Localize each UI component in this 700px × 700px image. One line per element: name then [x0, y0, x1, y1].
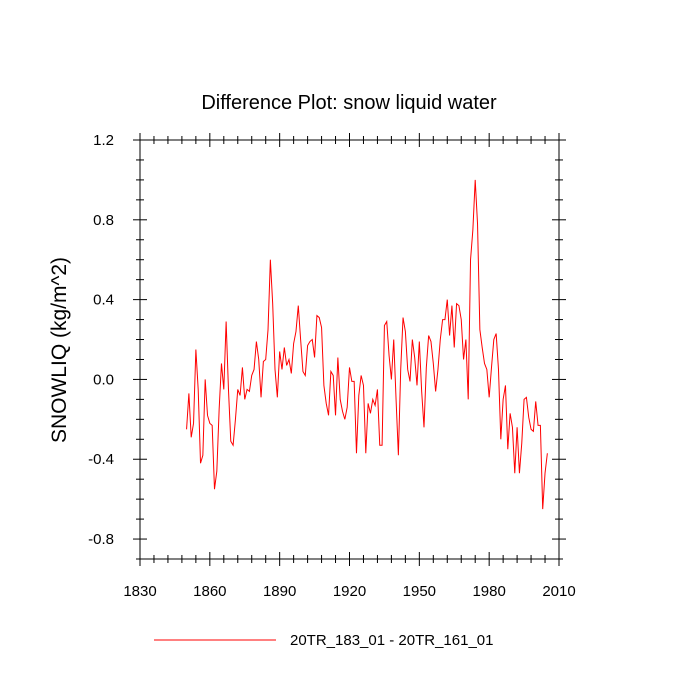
series-line	[186, 179, 548, 510]
y-tick-label: -0.8	[88, 531, 114, 548]
chart-title: Difference Plot: snow liquid water	[201, 92, 497, 114]
plot-frame	[139, 139, 560, 560]
x-tick-label: 2010	[542, 583, 575, 600]
x-tick-label: 1920	[333, 583, 366, 600]
x-tick-label: 1890	[263, 583, 296, 600]
y-tick-label: 0.4	[93, 292, 114, 309]
legend-label: 20TR_183_01 - 20TR_161_01	[290, 632, 493, 649]
y-tick-label: 0.0	[93, 371, 114, 388]
legend: 20TR_183_01 - 20TR_161_01	[154, 632, 493, 649]
x-tick-label: 1860	[193, 583, 226, 600]
x-tick-label: 1950	[403, 583, 436, 600]
y-tick-label: 1.2	[93, 132, 114, 149]
x-tick-label: 1980	[472, 583, 505, 600]
x-tick-label: 1830	[123, 583, 156, 600]
y-tick-label: 0.8	[93, 212, 114, 229]
y-tick-label: -0.4	[88, 451, 114, 468]
y-axis-label: SNOWLIQ (kg/m^2)	[48, 257, 71, 443]
axis-ticks	[133, 133, 566, 566]
axis-tick-labels: 1830 1860 1890 1920 1950 1980 2010 -0.8 -0.4 0.0 0…	[88, 132, 576, 600]
